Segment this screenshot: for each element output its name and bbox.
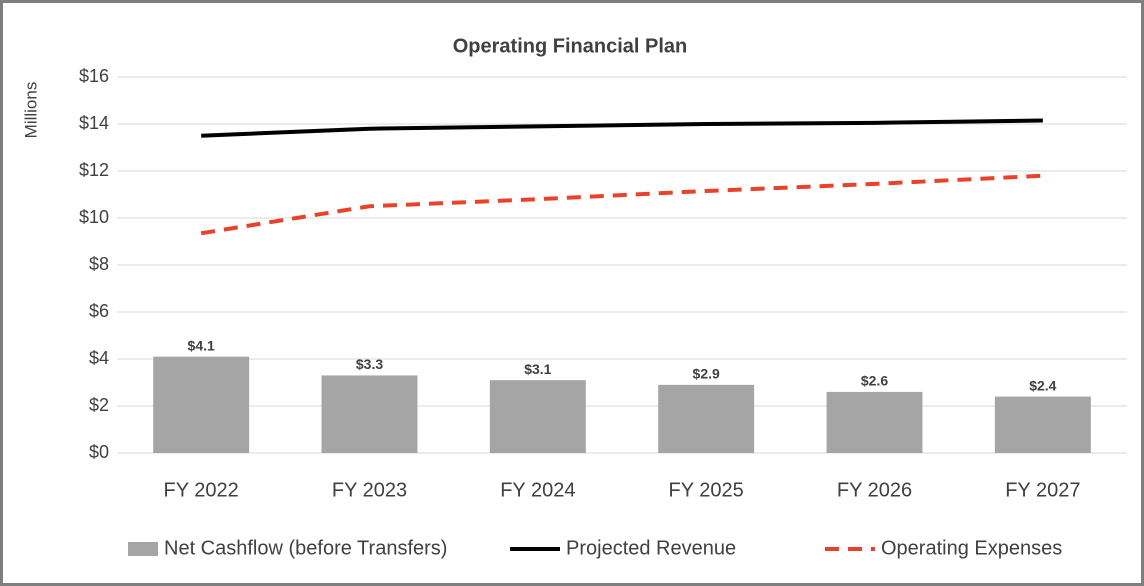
x-tick-label: FY 2026 (837, 479, 912, 501)
bar (994, 396, 1091, 453)
x-tick-label: FY 2025 (669, 479, 744, 501)
line (201, 118, 1043, 138)
x-tick-label: FY 2023 (332, 479, 407, 501)
bar (658, 384, 755, 453)
bar (826, 391, 923, 453)
legend-label: Operating Expenses (881, 537, 1062, 559)
y-tick-label: $6 (89, 301, 109, 321)
chart-title: Operating Financial Plan (453, 35, 688, 57)
y-tick-label: $8 (89, 254, 109, 274)
line (200, 173, 1043, 236)
data-label: $2.6 (861, 373, 888, 389)
y-tick-label: $14 (79, 113, 109, 133)
y-tick-label: $16 (79, 66, 109, 86)
data-label: $3.3 (356, 356, 383, 372)
y-tick-label: $0 (89, 442, 109, 462)
data-label: $3.1 (524, 361, 551, 377)
y-tick-label: $4 (89, 348, 109, 368)
data-label: $2.4 (1029, 377, 1056, 393)
y-tick-label: $10 (79, 207, 109, 227)
bar (489, 380, 586, 453)
y-tick-label: $2 (89, 395, 109, 415)
x-tick-label: FY 2027 (1005, 479, 1080, 501)
bar (321, 375, 418, 453)
x-tick-label: FY 2022 (164, 479, 239, 501)
data-label: $2.9 (693, 366, 720, 382)
legend-label: Projected Revenue (566, 537, 736, 559)
legend-label: Net Cashflow (before Transfers) (164, 537, 447, 559)
legend-swatch (128, 542, 158, 556)
x-tick-label: FY 2024 (500, 479, 575, 501)
y-axis-label: Millions (21, 82, 40, 139)
y-tick-label: $12 (79, 160, 109, 180)
data-label: $4.1 (188, 337, 215, 353)
bar (153, 356, 250, 453)
